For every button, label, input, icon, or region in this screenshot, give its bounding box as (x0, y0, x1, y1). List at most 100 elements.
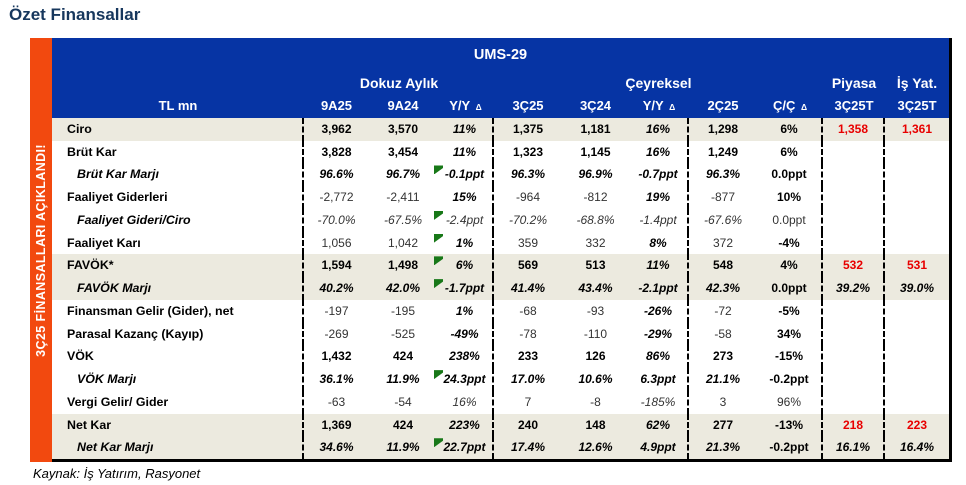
table-cell: 41.4% (510, 281, 546, 296)
table-cell: 16% (629, 140, 689, 164)
table-cell: -185% (629, 390, 689, 414)
table-cell: 11% (437, 118, 494, 141)
table-cell: -2,772 (319, 190, 354, 205)
table-cell: 7 (524, 394, 532, 409)
table-cell: 1,181 (580, 122, 611, 136)
table-cell: -0.1ppt (434, 163, 494, 187)
table-cell: 22.7ppt (434, 436, 494, 459)
table-cell: 1,358 (823, 118, 885, 141)
table-cell: -93 (586, 303, 605, 318)
table-cell (823, 390, 885, 414)
table-cell (885, 186, 949, 209)
table-cell (823, 208, 885, 232)
table-cell (823, 345, 885, 369)
table-cell: -1.4ppt (629, 208, 689, 232)
row-label: Brüt Kar (52, 140, 304, 164)
column-header: 2Ç25 (707, 98, 739, 113)
table-cell: 36.1% (319, 372, 354, 387)
table-cell (823, 231, 885, 255)
table-cell: 34.6% (319, 440, 354, 455)
table-cell: -54 (394, 394, 412, 409)
table-cell: -269 (324, 326, 349, 341)
table-header: UMS-29 Dokuz Aylık Çeyreksel Piyasa İş Y… (52, 38, 949, 118)
table-cell: 238% (437, 345, 494, 369)
table-cell (885, 141, 949, 164)
table-row: Faaliyet Giderleri -2,772 -2,411 15% -964 -81… (52, 186, 949, 209)
table-cell: -68 (519, 303, 537, 318)
group-nine-month: Dokuz Aylık (359, 75, 439, 91)
table-cell: -8 (590, 394, 601, 409)
group-market: Piyasa (831, 75, 877, 91)
table-cell: 359 (517, 235, 539, 250)
table-cell: 1,432 (321, 349, 352, 364)
table-cell: 223 (906, 417, 928, 432)
table-cell: 16.4% (899, 440, 935, 455)
column-header: Y/Y Δ (642, 98, 676, 113)
table-cell: -70.0% (317, 212, 356, 227)
table-cell: 16% (629, 118, 689, 141)
row-label: Ciro (52, 118, 304, 141)
table-cell: 569 (517, 258, 539, 273)
green-flag-icon (434, 165, 443, 175)
table-cell: 6% (434, 254, 494, 278)
table-cell: 240 (517, 417, 539, 432)
table-cell: 21.1% (705, 372, 741, 387)
column-header: 3Ç25T (897, 98, 937, 113)
table-cell: 42.0% (385, 281, 421, 296)
row-label: FAVÖK Marjı (52, 277, 304, 300)
table-cell: 1,375 (512, 122, 544, 136)
green-flag-icon (434, 370, 443, 380)
group-is-yatirim: İş Yat. (896, 75, 938, 91)
table-cell: 372 (712, 235, 734, 250)
green-flag-icon (434, 438, 443, 448)
table-cell: -110 (583, 326, 608, 341)
table-cell: 40.2% (319, 281, 354, 296)
delta-icon: Δ (669, 102, 676, 112)
table-cell (823, 368, 885, 391)
row-label: VÖK Marjı (52, 368, 304, 391)
green-flag-icon (434, 256, 443, 266)
row-label: Faaliyet Gideri/Ciro (52, 208, 304, 232)
group-quarterly: Çeyreksel (625, 75, 692, 91)
table-cell: -58 (714, 326, 732, 341)
row-label: Vergi Gelir/ Gider (52, 390, 304, 414)
table-cell: 10% (757, 186, 823, 209)
table-cell: 233 (517, 349, 539, 364)
table-cell (885, 209, 949, 232)
table-cell: 1,594 (321, 258, 352, 273)
table-cell: 531 (906, 258, 928, 273)
table-cell: 0.0ppt (757, 277, 823, 300)
table-cell: 1% (437, 299, 494, 323)
table-row: Net Kar Marjı 34.6% 11.9% 22.7ppt 17.4% 12.6%… (52, 436, 949, 459)
table-cell (823, 163, 885, 187)
table-cell: -2,411 (386, 190, 420, 205)
green-flag-icon (434, 210, 443, 220)
table-cell: -26% (629, 299, 689, 323)
table-cell: 0.0ppt (757, 208, 823, 232)
table-cell: -67.6% (703, 212, 743, 227)
table-cell: -195 (390, 303, 416, 318)
row-label: Faaliyet Karı (52, 231, 304, 255)
table-row: FAVÖK Marjı 40.2% 42.0% -1.7ppt 41.4% 43.4% -2… (52, 277, 949, 300)
table-cell: -812 (583, 190, 608, 205)
table-cell: 277 (712, 417, 734, 432)
row-label: Brüt Kar Marjı (52, 163, 304, 187)
column-header: 3Ç25 (512, 98, 544, 113)
column-group-row: Dokuz Aylık Çeyreksel Piyasa İş Yat. (52, 68, 949, 95)
table-cell (885, 323, 949, 346)
table-cell: 96.9% (578, 167, 613, 182)
table-cell: -49% (437, 322, 494, 346)
table-cell: 8% (629, 231, 689, 255)
financials-table-main: UMS-29 Dokuz Aylık Çeyreksel Piyasa İş Y… (52, 38, 952, 462)
table-cell: 223% (437, 413, 494, 437)
table-cell: 96.3% (705, 167, 741, 182)
table-cell: -0.2ppt (757, 436, 823, 459)
column-header: TL mn (158, 98, 198, 113)
table-cell: 96% (757, 390, 823, 414)
table-cell (885, 300, 949, 323)
row-label: Parasal Kazanç (Kayıp) (52, 322, 304, 346)
table-cell: 513 (585, 258, 606, 273)
table-cell: -78 (519, 326, 537, 341)
table-cell: -29% (629, 322, 689, 346)
table-row: Faaliyet Gideri/Ciro -70.0% -67.5% -2.4ppt -… (52, 208, 949, 232)
